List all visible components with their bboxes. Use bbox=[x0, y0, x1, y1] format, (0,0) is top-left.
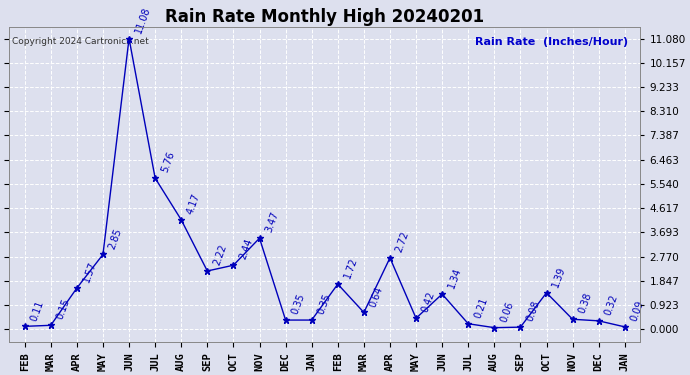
Text: 3.47: 3.47 bbox=[264, 210, 280, 234]
Title: Rain Rate Monthly High 20240201: Rain Rate Monthly High 20240201 bbox=[165, 8, 484, 26]
Text: 2.72: 2.72 bbox=[394, 230, 411, 254]
Text: Rain Rate  (Inches/Hour): Rain Rate (Inches/Hour) bbox=[475, 37, 628, 47]
Text: 2.85: 2.85 bbox=[107, 226, 124, 250]
Text: 0.35: 0.35 bbox=[290, 292, 306, 316]
Text: 0.32: 0.32 bbox=[603, 293, 620, 316]
Text: 4.17: 4.17 bbox=[186, 192, 202, 216]
Text: 1.34: 1.34 bbox=[446, 266, 463, 290]
Text: 0.35: 0.35 bbox=[316, 292, 333, 316]
Text: 2.22: 2.22 bbox=[212, 243, 228, 267]
Text: 2.44: 2.44 bbox=[237, 237, 255, 261]
Text: 0.21: 0.21 bbox=[473, 296, 489, 320]
Text: 0.64: 0.64 bbox=[368, 285, 385, 308]
Text: 1.39: 1.39 bbox=[551, 265, 567, 289]
Text: 1.72: 1.72 bbox=[342, 256, 359, 280]
Text: 0.11: 0.11 bbox=[29, 298, 46, 322]
Text: 5.76: 5.76 bbox=[159, 150, 176, 174]
Text: 0.15: 0.15 bbox=[55, 297, 72, 321]
Text: 11.08: 11.08 bbox=[133, 5, 152, 34]
Text: 0.08: 0.08 bbox=[524, 300, 541, 323]
Text: 0.09: 0.09 bbox=[629, 299, 646, 323]
Text: 0.38: 0.38 bbox=[577, 292, 593, 315]
Text: Copyright 2024 Cartronics.net: Copyright 2024 Cartronics.net bbox=[12, 37, 149, 46]
Text: 0.42: 0.42 bbox=[420, 290, 437, 314]
Text: 1.57: 1.57 bbox=[81, 260, 98, 284]
Text: 0.06: 0.06 bbox=[498, 300, 515, 324]
